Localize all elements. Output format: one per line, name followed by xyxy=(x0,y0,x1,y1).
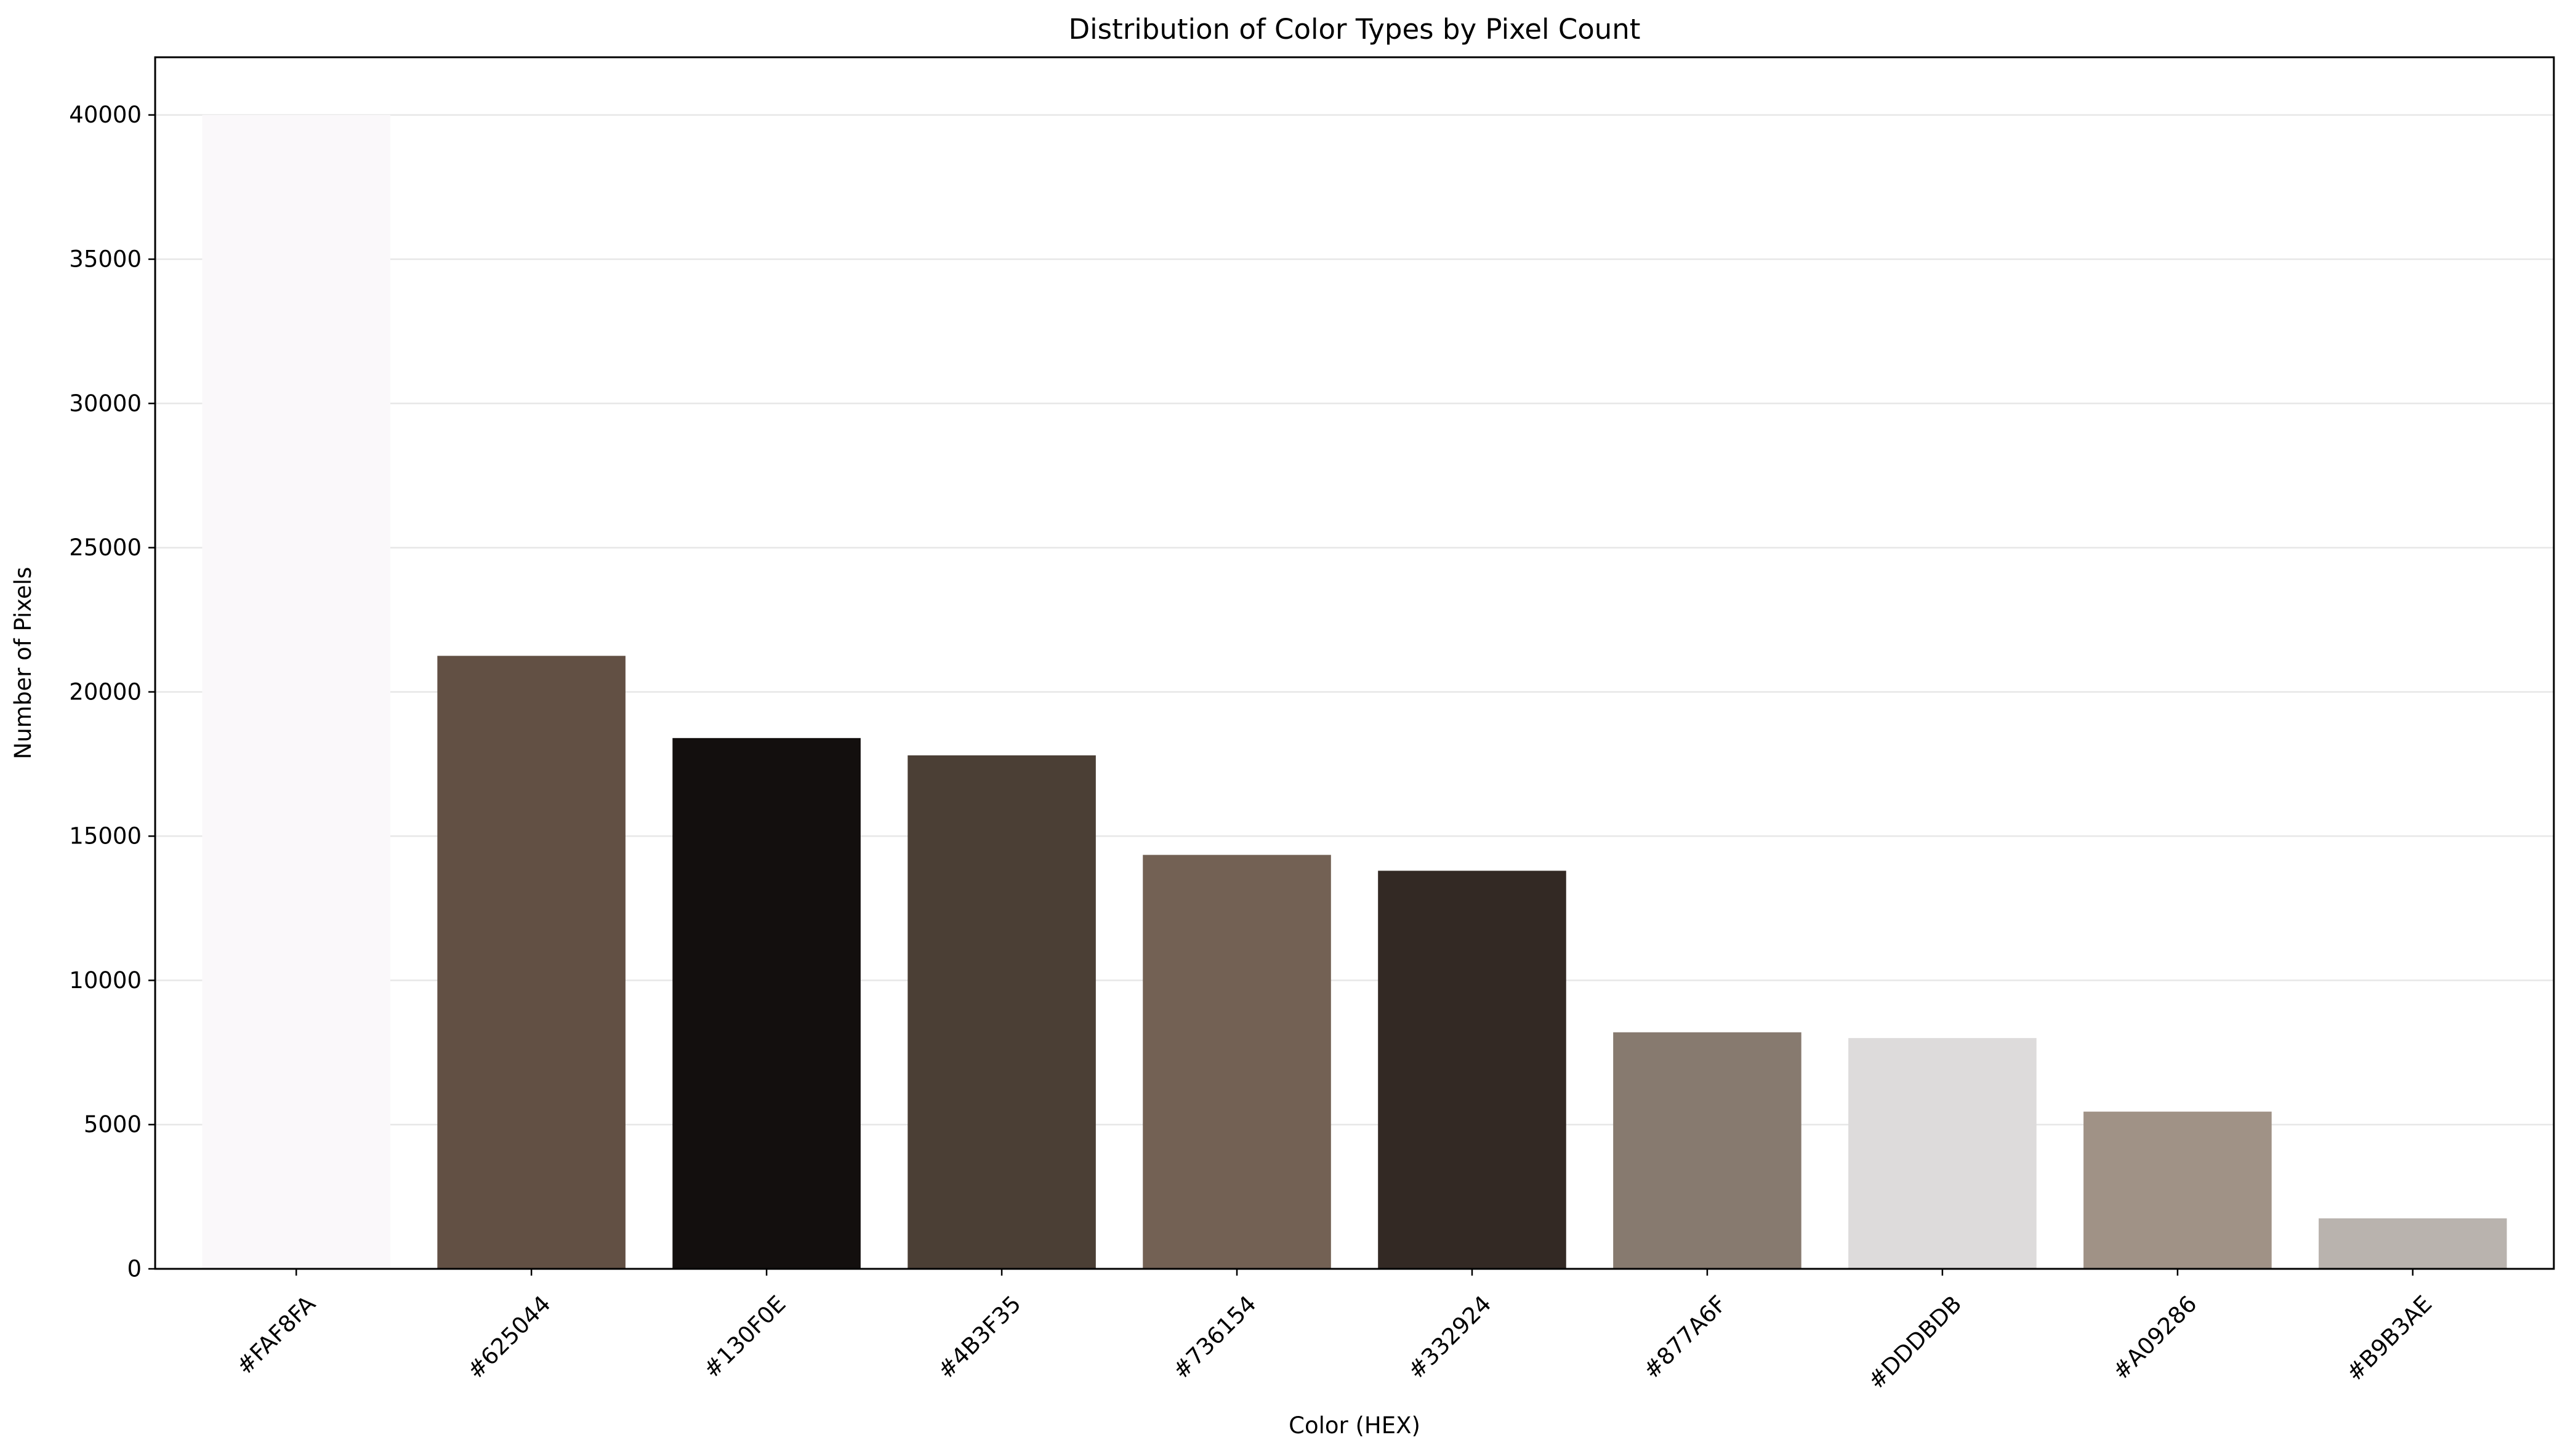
y-tick-label: 25000 xyxy=(69,534,142,561)
y-axis-ticks: 0 5000 10000 15000 20000 25000 30000 35000 40000 xyxy=(69,102,155,1282)
y-tick-label: 5000 xyxy=(84,1111,142,1138)
plot-frame xyxy=(154,56,2555,1270)
bar xyxy=(202,115,390,1269)
bar xyxy=(908,755,1096,1269)
y-tick-label: 30000 xyxy=(69,390,142,417)
bar xyxy=(1378,871,1566,1269)
bar xyxy=(1143,855,1331,1269)
bar xyxy=(2319,1218,2507,1269)
bar xyxy=(672,738,861,1269)
y-axis-label: Number of Pixels xyxy=(10,567,36,760)
chart-title: Distribution of Color Types by Pixel Cou… xyxy=(1069,13,1641,46)
x-axis-label: Color (HEX) xyxy=(1289,1412,1420,1439)
y-tick-label: 40000 xyxy=(69,102,142,128)
y-tick-label: 15000 xyxy=(69,823,142,850)
y-tick-label: 0 xyxy=(127,1256,142,1282)
bar xyxy=(1613,1032,1801,1269)
bar xyxy=(2083,1111,2272,1269)
bar xyxy=(437,656,626,1269)
bar xyxy=(1848,1038,2037,1269)
y-tick-label: 20000 xyxy=(69,678,142,705)
y-tick-label: 35000 xyxy=(69,246,142,273)
y-tick-label: 10000 xyxy=(69,967,142,994)
bars xyxy=(202,115,2507,1269)
